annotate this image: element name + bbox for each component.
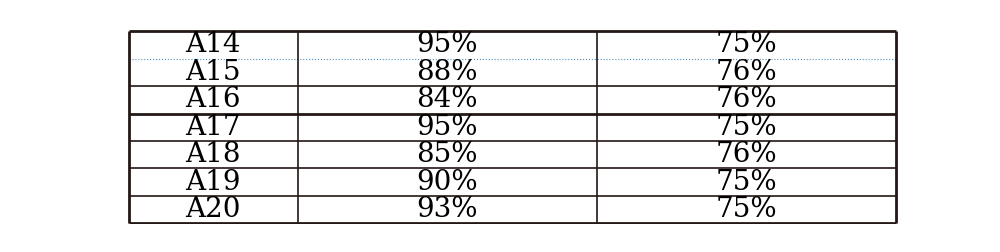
Text: A20: A20 xyxy=(186,196,241,223)
Text: 95%: 95% xyxy=(417,32,478,58)
Text: A14: A14 xyxy=(186,32,241,58)
Text: 75%: 75% xyxy=(716,32,777,58)
Text: 88%: 88% xyxy=(417,59,478,86)
Text: A15: A15 xyxy=(186,59,241,86)
Text: 93%: 93% xyxy=(417,196,478,223)
Text: 75%: 75% xyxy=(716,196,777,223)
Text: A18: A18 xyxy=(186,141,241,168)
Text: 90%: 90% xyxy=(416,169,478,196)
Text: 75%: 75% xyxy=(716,169,777,196)
Text: A19: A19 xyxy=(186,169,241,196)
Text: 76%: 76% xyxy=(716,141,777,168)
Text: 85%: 85% xyxy=(417,141,478,168)
Text: A16: A16 xyxy=(186,86,241,113)
Text: 84%: 84% xyxy=(417,86,478,113)
Text: A17: A17 xyxy=(185,114,241,141)
Text: 76%: 76% xyxy=(716,59,777,86)
Text: 75%: 75% xyxy=(716,114,777,141)
Text: 95%: 95% xyxy=(417,114,478,141)
Text: 76%: 76% xyxy=(716,86,777,113)
